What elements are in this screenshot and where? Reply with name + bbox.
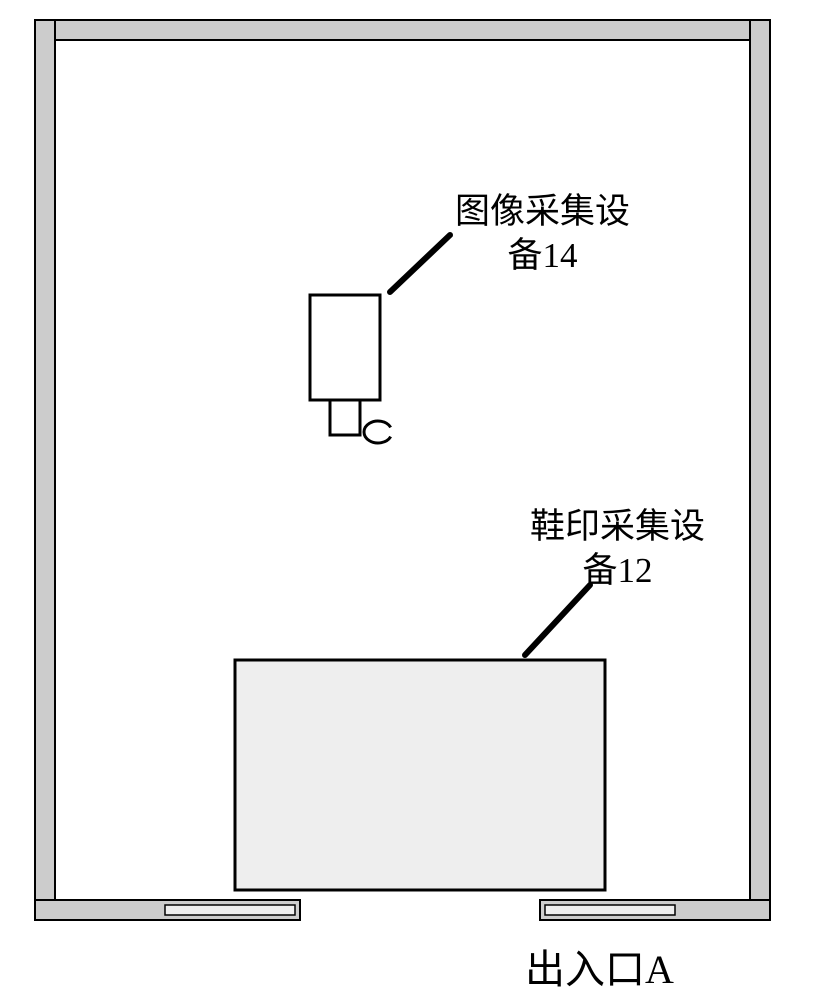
diagram-svg	[0, 0, 817, 999]
camera-label: 图像采集设 备14	[455, 190, 630, 278]
diagram-container: 图像采集设 备14 鞋印采集设 备12 出入口A	[0, 0, 817, 999]
entrance-label: 出入口A	[525, 945, 674, 995]
footprint-label: 鞋印采集设 备12	[530, 505, 705, 593]
